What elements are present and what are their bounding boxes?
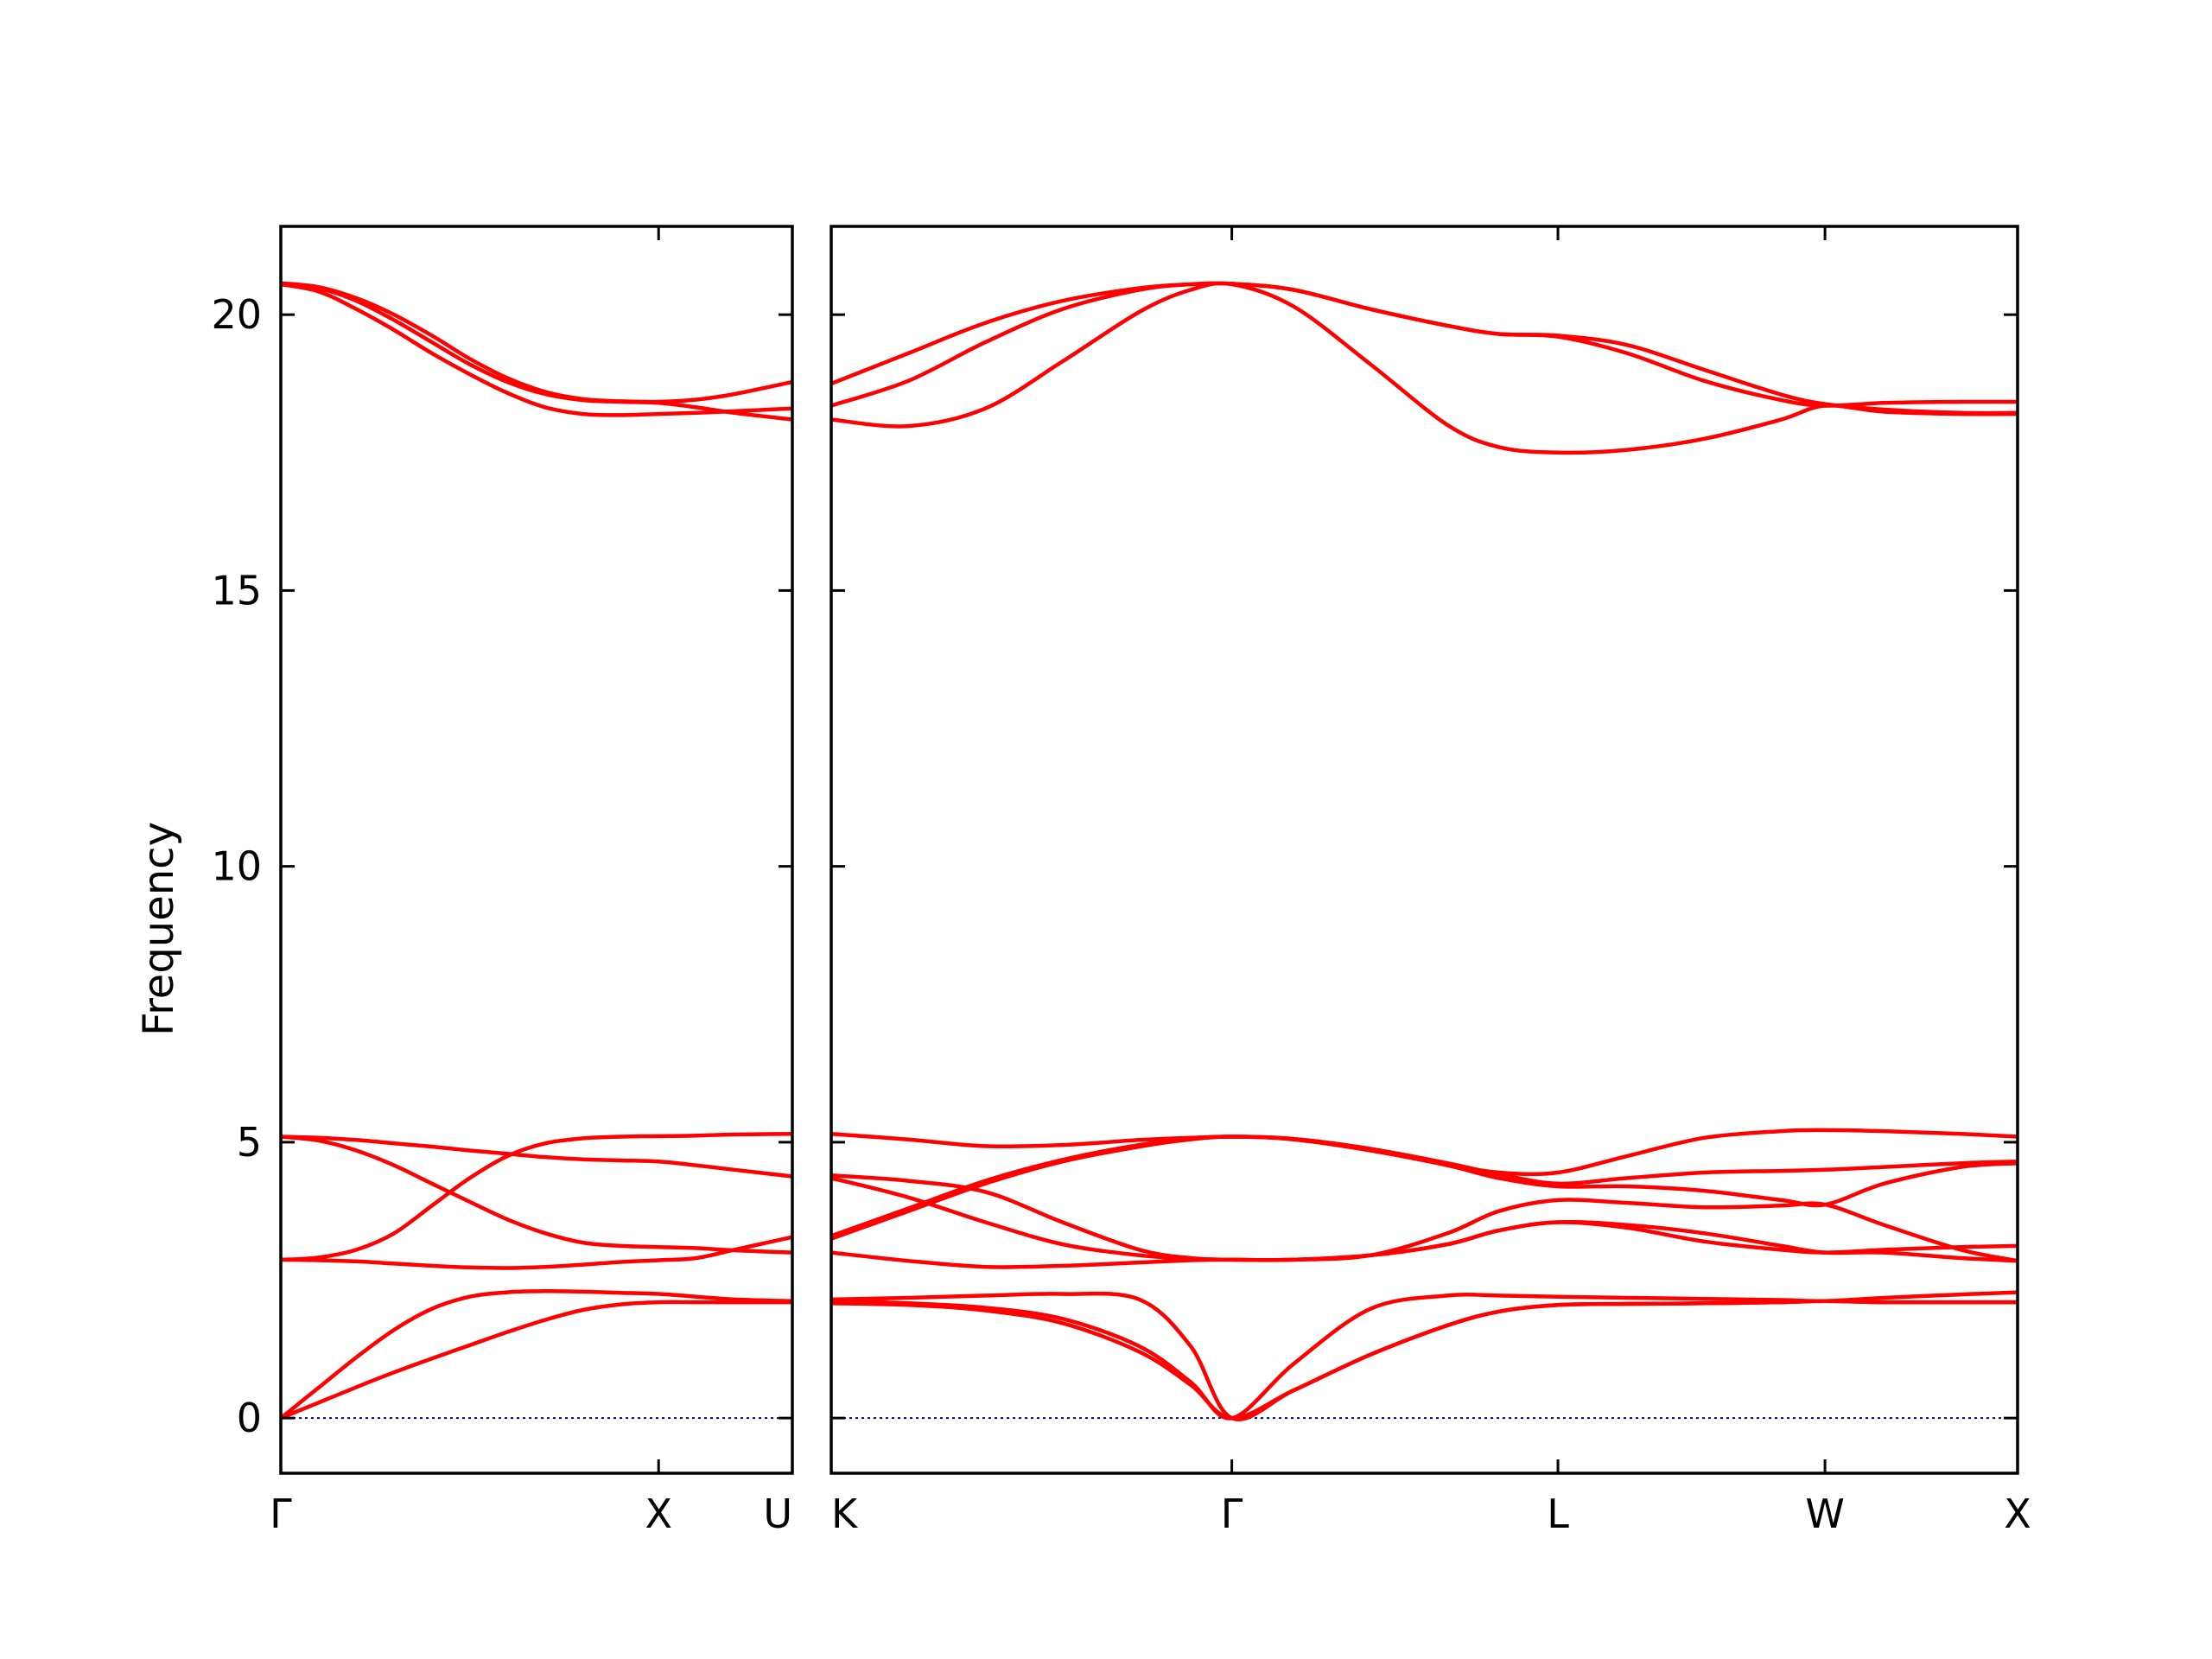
y-tick-label: 5 (237, 1119, 262, 1166)
band-line-3 (280, 1235, 793, 1270)
band-line-5 (830, 1176, 2018, 1263)
band-line-4 (280, 1132, 793, 1262)
x-tick-label: Γ (270, 1491, 292, 1537)
band-line-8 (830, 1135, 2018, 1238)
x-tick-label: X (645, 1491, 672, 1537)
band-line-9 (280, 281, 793, 404)
x-tick-label: X (2004, 1491, 2031, 1537)
band-line-1 (830, 1299, 2018, 1421)
x-tick-label: U (763, 1491, 792, 1537)
y-axis-label: Frequency (135, 822, 183, 1036)
panel-frame (279, 225, 794, 1475)
band-line-10 (830, 281, 2018, 455)
band-line-11 (830, 281, 2018, 408)
y-tick-label: 20 (211, 291, 262, 338)
y-tick-label: 0 (237, 1395, 262, 1441)
x-tick-label: Γ (1221, 1491, 1243, 1537)
x-tick-label: K (831, 1491, 859, 1537)
x-tick-label: L (1547, 1491, 1569, 1537)
left-panel: 0 5 10 15 20 Γ X U (211, 225, 794, 1537)
y-tick-label: 15 (211, 567, 262, 613)
band-line-3 (830, 1291, 2018, 1421)
x-tick-label: W (1805, 1491, 1844, 1537)
band-line-6 (280, 1135, 793, 1179)
band-line-12 (830, 281, 2018, 416)
band-line-8 (280, 282, 793, 422)
band-line-5 (280, 1135, 793, 1255)
band-line-2 (830, 1290, 2018, 1421)
band-line-7 (830, 1135, 2018, 1241)
band-line-2 (279, 1289, 793, 1420)
band-line-1 (280, 1300, 792, 1421)
panel-frame (830, 225, 2019, 1475)
band-line-7 (280, 282, 793, 417)
y-tick-label: 10 (211, 843, 262, 890)
band-line-9 (830, 1128, 2018, 1177)
